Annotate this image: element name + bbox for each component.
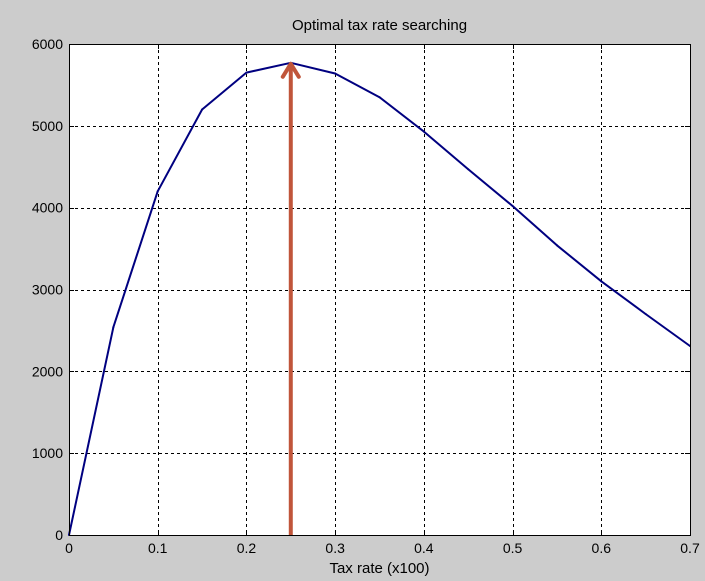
x-tick-label: 0.7	[680, 540, 700, 556]
data-point	[112, 326, 115, 329]
x-tick-label: 0.3	[325, 540, 345, 556]
data-point	[467, 168, 470, 171]
data-point	[511, 205, 514, 208]
x-tick-label: 0.2	[237, 540, 257, 556]
data-point	[334, 72, 337, 75]
data-point	[378, 96, 381, 99]
data-point	[156, 190, 159, 193]
x-tick-label: 0.5	[503, 540, 523, 556]
y-tick-label: 6000	[32, 36, 63, 52]
grid	[69, 44, 690, 535]
x-axis-label: Tax rate (x100)	[329, 560, 429, 577]
y-tick-label: 1000	[32, 445, 63, 461]
annotation-layer	[280, 61, 301, 535]
annotation-arrow	[280, 61, 301, 535]
chart-title: Optimal tax rate searching	[292, 17, 467, 34]
x-tick-label: 0.1	[148, 540, 168, 556]
data-point	[201, 108, 204, 111]
series-layer	[68, 61, 691, 536]
y-tick-label: 3000	[32, 282, 63, 298]
ticks: 0 0.1 0.2 0.3 0.4 0.5 0.6 0.7 0 1000 2000 3000 4000 5…	[32, 36, 700, 556]
data-point	[600, 280, 603, 283]
y-tick-label: 2000	[32, 363, 63, 379]
data-point	[555, 244, 558, 247]
plot-area	[69, 44, 690, 535]
x-tick-label: 0.6	[592, 540, 612, 556]
y-tick-label: 4000	[32, 200, 63, 216]
y-tick-label: 5000	[32, 118, 63, 134]
arrow-head	[280, 61, 301, 79]
data-point	[422, 130, 425, 133]
x-tick-label: 0	[65, 540, 73, 556]
y-tick-label: 0	[55, 527, 63, 543]
x-tick-label: 0.4	[414, 540, 434, 556]
data-point	[644, 313, 647, 316]
data-point	[245, 71, 248, 74]
